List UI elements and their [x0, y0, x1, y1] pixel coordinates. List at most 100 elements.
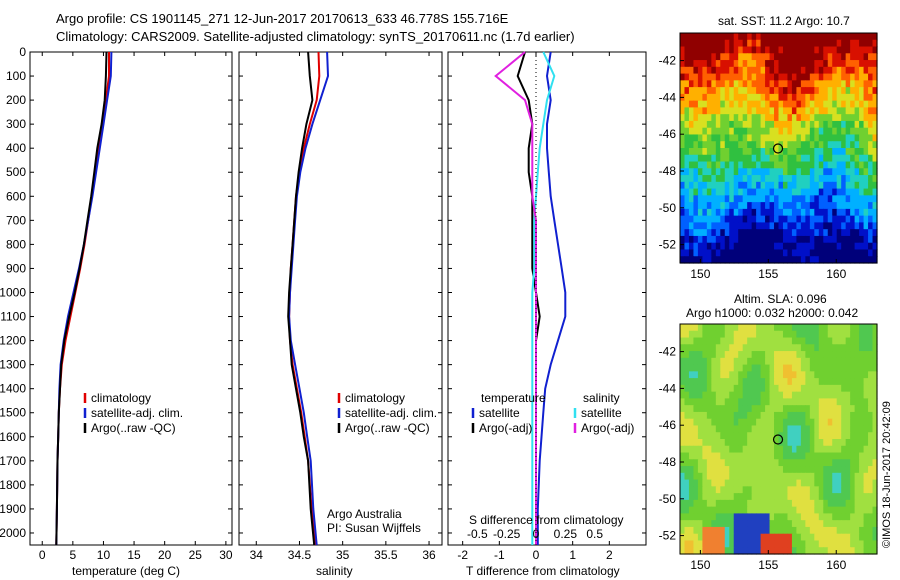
map-cell	[706, 459, 712, 467]
map-cell	[836, 73, 842, 81]
map-cell	[747, 161, 753, 169]
map-cell	[738, 479, 744, 487]
map-cell	[791, 378, 798, 386]
map-cell	[760, 141, 766, 149]
map-cell	[809, 53, 815, 61]
map-cell	[693, 445, 699, 454]
map-cell	[863, 235, 869, 244]
map-cell	[814, 141, 820, 149]
map-cell	[814, 330, 820, 339]
map-cell	[872, 378, 878, 386]
map-cell	[760, 513, 766, 521]
map-cell	[769, 459, 775, 467]
map-cell	[850, 222, 856, 230]
map-cell	[827, 175, 833, 183]
map-cell	[747, 384, 753, 393]
map-cell	[854, 499, 860, 508]
map-cell	[693, 53, 699, 61]
map-cell	[720, 181, 726, 190]
map-cell	[747, 39, 753, 48]
map-cell	[791, 93, 798, 102]
map-cell	[720, 188, 726, 196]
map-cell	[782, 445, 789, 454]
map-cell	[747, 33, 753, 41]
map-cell	[854, 256, 860, 264]
map-cell	[805, 46, 811, 54]
map-cell	[724, 222, 730, 230]
map-cell	[782, 513, 789, 521]
map-cell	[809, 351, 815, 359]
map-cell	[680, 73, 686, 81]
map-cell	[796, 60, 802, 68]
map-cell	[738, 439, 744, 447]
map-cell	[706, 357, 712, 366]
map-cell	[832, 222, 838, 230]
map-cell	[859, 161, 865, 169]
map-cell	[715, 33, 721, 41]
map-cell	[751, 66, 757, 75]
map-cell	[845, 80, 851, 88]
map-cell	[850, 439, 856, 447]
map-cell	[715, 80, 721, 88]
map-cell	[751, 439, 757, 447]
map-cell	[760, 60, 766, 68]
map-cell	[868, 499, 874, 508]
map-cell	[868, 344, 874, 352]
map-cell	[818, 547, 824, 555]
map-cell	[711, 229, 717, 237]
map-cell	[742, 60, 748, 68]
map-cell	[863, 405, 869, 413]
map-cell	[715, 479, 721, 487]
map-cell	[778, 222, 784, 230]
map-cell	[693, 93, 699, 102]
map-cell	[765, 215, 771, 224]
map-cell	[854, 107, 860, 115]
map-cell	[872, 60, 878, 68]
map-cell	[680, 324, 686, 332]
map-cell	[796, 513, 802, 521]
map-cell	[787, 479, 793, 487]
map-cell	[868, 175, 874, 183]
map-cell	[805, 235, 811, 244]
map-cell	[782, 148, 789, 156]
map-cell	[782, 499, 789, 508]
map-cell	[765, 188, 771, 196]
map-cell	[787, 66, 793, 75]
map-cell	[680, 364, 686, 372]
map-cell	[774, 175, 780, 183]
map-cell	[706, 222, 712, 230]
map-cell	[706, 242, 712, 251]
map-cell	[832, 479, 838, 487]
map-cell	[729, 351, 735, 359]
map-cell	[738, 60, 744, 68]
map-cell	[765, 520, 771, 528]
map-cell	[854, 66, 860, 75]
map-cell	[859, 73, 865, 81]
map-cell	[684, 161, 690, 169]
map-cell	[845, 195, 851, 203]
map-cell	[872, 445, 878, 454]
map-cell	[684, 364, 690, 372]
map-cell	[774, 411, 780, 420]
map-cell	[693, 80, 699, 88]
map-cell	[859, 53, 865, 61]
map-cell	[782, 107, 789, 115]
map-cell	[760, 73, 766, 81]
map-cell	[805, 357, 811, 366]
map-cell	[684, 425, 690, 433]
map-cell	[845, 371, 851, 379]
map-cell	[765, 351, 771, 359]
map-cell	[742, 168, 748, 176]
map-cell	[859, 114, 865, 122]
map-cell	[787, 493, 793, 501]
map-cell	[841, 235, 847, 244]
map-cell	[814, 351, 820, 359]
map-cell	[765, 181, 771, 190]
map-cell	[841, 391, 847, 400]
map-cell	[774, 73, 780, 81]
map-cell	[868, 188, 874, 196]
map-cell	[809, 208, 815, 217]
map-cell	[841, 127, 847, 136]
map-cell	[805, 175, 811, 183]
map-cell	[747, 540, 753, 548]
